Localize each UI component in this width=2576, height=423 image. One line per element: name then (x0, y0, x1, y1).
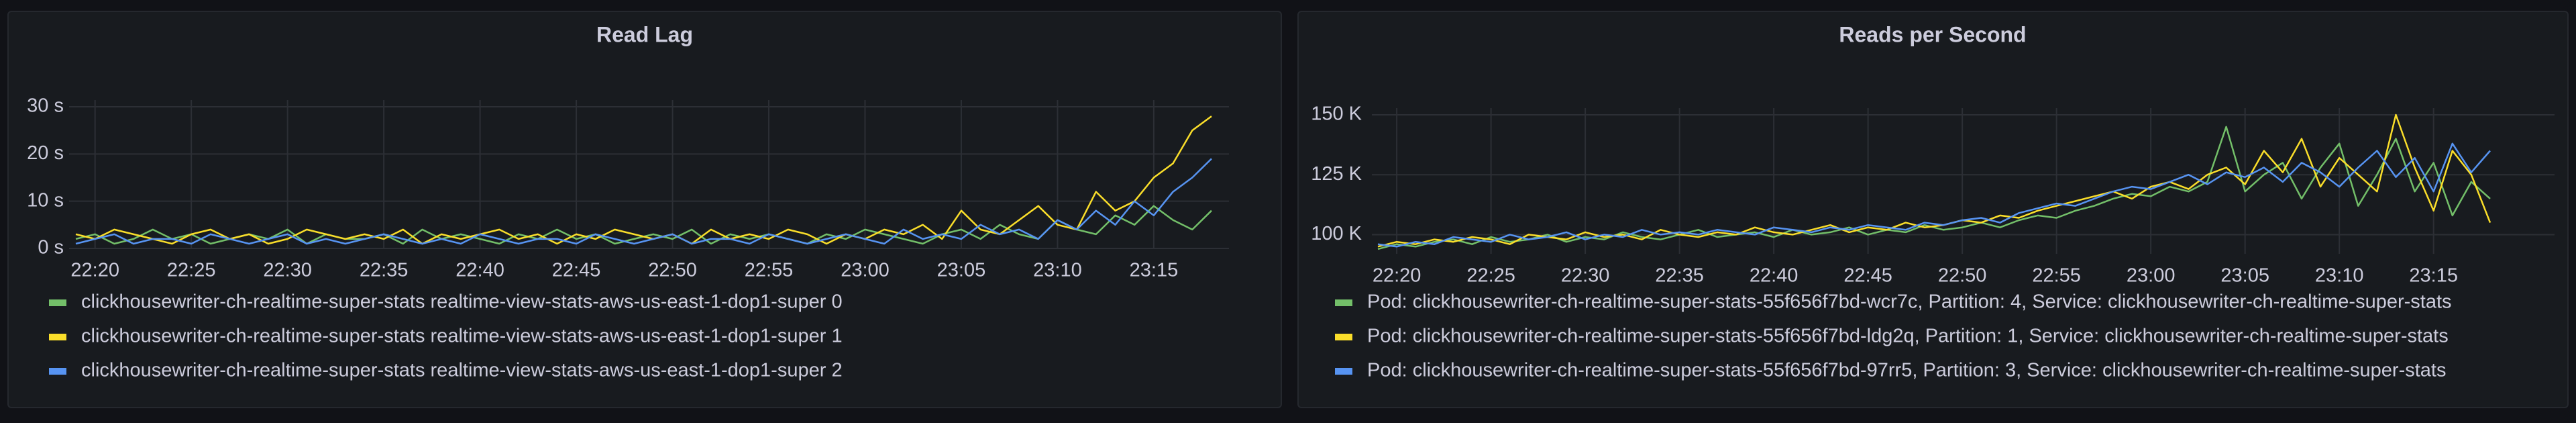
legend-label: Pod: clickhousewriter-ch-realtime-super-… (1367, 326, 2449, 347)
series-line (75, 158, 1212, 245)
x-tick-label: 22:25 (1466, 265, 1515, 287)
x-tick-label: 23:10 (1033, 260, 1082, 281)
x-tick-label: 22:55 (745, 260, 794, 281)
y-tick-label: 125 K (1311, 163, 1362, 185)
x-tick-label: 22:30 (1561, 265, 1610, 287)
panel-title: Reads per Second (1839, 22, 2026, 46)
x-tick-label: 22:35 (1655, 265, 1704, 287)
y-tick-label: 10 s (27, 189, 64, 211)
legend-label: clickhousewriter-ch-realtime-super-stats… (81, 326, 843, 347)
x-tick-label: 22:35 (360, 260, 409, 281)
x-tick-label: 22:20 (1373, 265, 1421, 287)
legend-label: clickhousewriter-ch-realtime-super-stats… (81, 360, 843, 381)
x-tick-label: 22:55 (2032, 265, 2081, 287)
panel-title: Read Lag (596, 22, 693, 46)
legend-label: Pod: clickhousewriter-ch-realtime-super-… (1367, 291, 2452, 313)
x-tick-label: 22:20 (70, 260, 119, 281)
panel (7, 11, 1282, 408)
x-tick-label: 23:00 (2127, 265, 2176, 287)
y-tick-label: 100 K (1311, 223, 1362, 244)
x-tick-label: 23:05 (2220, 265, 2269, 287)
series-line (1377, 126, 2491, 250)
x-tick-label: 23:15 (1130, 260, 1179, 281)
legend-label: Pod: clickhousewriter-ch-realtime-super-… (1367, 360, 2446, 381)
x-tick-label: 22:45 (552, 260, 601, 281)
series-line (1377, 142, 2491, 248)
x-tick-label: 22:25 (167, 260, 216, 281)
legend-label: clickhousewriter-ch-realtime-super-stats… (81, 291, 843, 313)
y-tick-label: 0 s (38, 237, 64, 258)
x-tick-label: 22:40 (455, 260, 504, 281)
x-tick-label: 23:00 (841, 260, 890, 281)
x-tick-label: 23:15 (2409, 265, 2458, 287)
x-tick-label: 22:30 (263, 260, 312, 281)
y-tick-label: 150 K (1311, 103, 1362, 125)
x-tick-label: 22:50 (648, 260, 697, 281)
series-line (75, 115, 1212, 245)
x-tick-label: 22:45 (1843, 265, 1892, 287)
y-tick-label: 20 s (27, 142, 64, 164)
x-tick-label: 23:10 (2315, 265, 2364, 287)
x-tick-label: 23:05 (937, 260, 986, 281)
x-tick-label: 22:40 (1750, 265, 1799, 287)
panel (1297, 11, 2569, 408)
y-tick-label: 30 s (27, 95, 64, 117)
x-tick-label: 22:50 (1938, 265, 1987, 287)
series-line (1377, 113, 2491, 248)
